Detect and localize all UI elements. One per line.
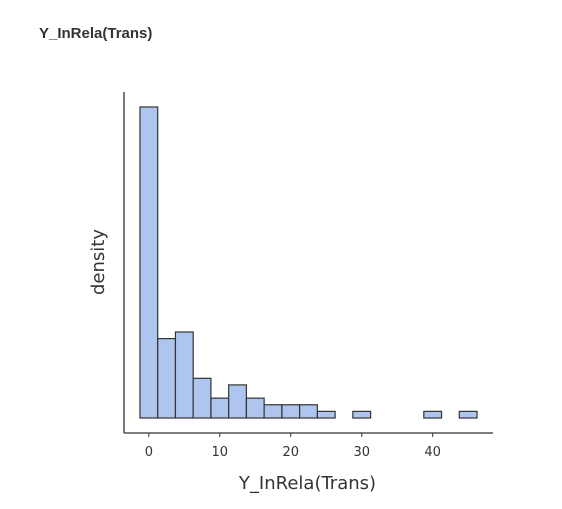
chart-axes bbox=[123, 92, 493, 434]
histogram-bar bbox=[316, 410, 336, 419]
x-tick-label: 0 bbox=[145, 445, 153, 460]
x-axis-title: Y_InRela(Trans) bbox=[238, 473, 376, 494]
x-axis-ticks: 0 10 20 30 40 bbox=[145, 433, 441, 460]
histogram-bar bbox=[210, 397, 230, 419]
histogram-bar bbox=[228, 384, 248, 419]
histogram-bar bbox=[157, 338, 177, 419]
x-tick-label: 10 bbox=[212, 445, 229, 460]
histogram-bar bbox=[192, 377, 212, 419]
x-tick-label: 20 bbox=[282, 445, 299, 460]
histogram-bar bbox=[281, 404, 301, 419]
histogram-bar bbox=[352, 410, 372, 419]
histogram-bar bbox=[139, 106, 159, 419]
histogram-bar bbox=[263, 404, 283, 419]
y-axis-title: density bbox=[88, 229, 109, 295]
x-tick-label: 30 bbox=[353, 445, 370, 460]
histogram-bar bbox=[174, 331, 194, 419]
panel-title: Y_InRela(Trans) bbox=[39, 25, 153, 42]
histogram-bar bbox=[458, 410, 478, 419]
histogram-bars bbox=[139, 106, 478, 419]
x-tick-label: 40 bbox=[424, 445, 441, 460]
histogram-bar bbox=[423, 410, 443, 419]
histogram-bar bbox=[299, 404, 318, 419]
histogram-bar bbox=[245, 397, 265, 419]
